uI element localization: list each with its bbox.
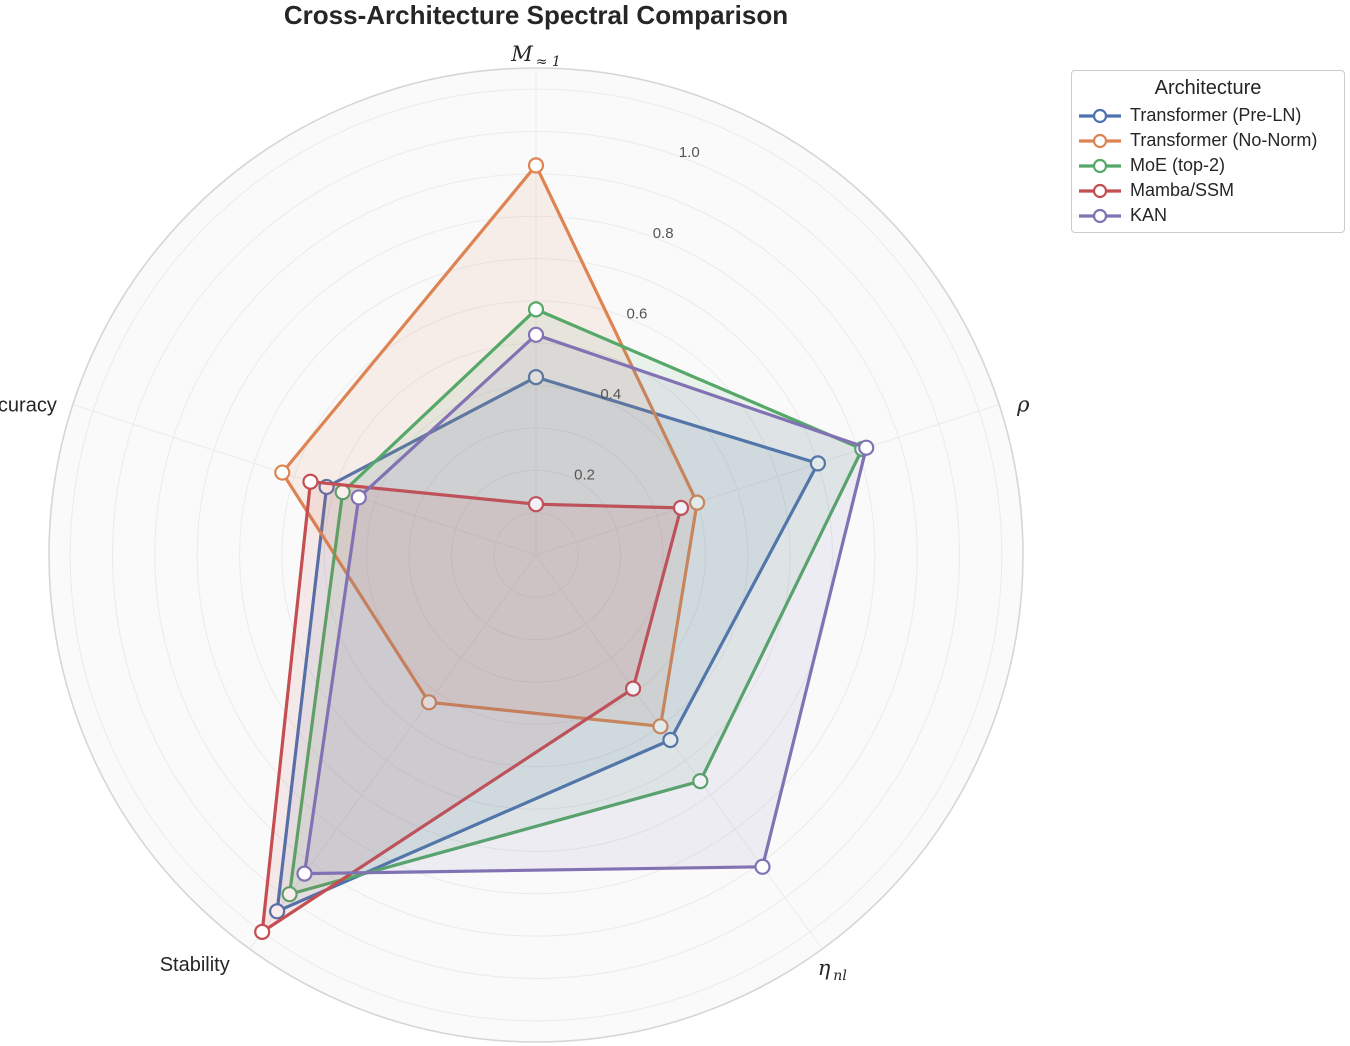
- legend-item: Transformer (Pre-LN): [1072, 103, 1344, 128]
- axis-label-main: Stability: [160, 954, 230, 976]
- series-layer: [254, 157, 875, 940]
- legend: Architecture Transformer (Pre-LN) Transfo…: [1071, 70, 1345, 233]
- series-area: [304, 334, 867, 874]
- series-4: [296, 326, 875, 882]
- series-line: [275, 375, 820, 913]
- series-point: [281, 886, 298, 903]
- series-point: [274, 464, 291, 481]
- legend-swatch: [1079, 158, 1121, 173]
- series-point: [527, 369, 545, 386]
- series-point: [754, 858, 771, 875]
- series-point: [269, 903, 286, 920]
- radial-tick-label: 1.0: [679, 144, 700, 161]
- legend-swatch: [1079, 108, 1121, 123]
- grid-spoke: [249, 554, 537, 950]
- series-point: [254, 923, 271, 940]
- grid-spoke: [535, 404, 1000, 556]
- series-line: [280, 163, 699, 728]
- legend-swatch: [1079, 208, 1121, 223]
- axis-label-main: η: [818, 956, 831, 980]
- legend-item: MoE (top-2): [1072, 153, 1344, 178]
- series-area: [282, 165, 698, 727]
- series-point: [689, 494, 706, 511]
- legend-swatch: [1079, 133, 1121, 148]
- series-point: [527, 157, 545, 174]
- legend-label: KAN: [1130, 205, 1168, 225]
- series-point: [672, 499, 690, 516]
- axis-labels: M≈ 1 ρ ηnl Stability Accuracy: [0, 42, 1030, 984]
- legend-item: Mamba/SSM: [1072, 178, 1344, 203]
- grid-spoke: [535, 554, 823, 950]
- series-point: [858, 439, 875, 456]
- axis-label-1: ρ: [1016, 393, 1030, 417]
- series-point: [692, 773, 709, 790]
- series-3: [254, 473, 690, 940]
- axis-label-main: M: [510, 42, 533, 66]
- series-point: [296, 865, 313, 882]
- legend-label: Transformer (No-Norm): [1130, 130, 1318, 150]
- chart-title: Cross-Architecture Spectral Comparison: [284, 0, 788, 30]
- series-point: [302, 473, 319, 490]
- legend-item: Transformer (No-Norm): [1072, 128, 1344, 153]
- series-area: [262, 481, 681, 932]
- series-1: [274, 157, 706, 735]
- radial-tick-labels: 0.2 0.4 0.6 0.8 1.0: [574, 144, 700, 483]
- series-point: [527, 496, 545, 513]
- series-point: [652, 718, 669, 735]
- series-line: [288, 307, 864, 896]
- series-point: [350, 489, 367, 506]
- series-point: [420, 694, 438, 711]
- axis-label-0: M ≈ 1: [510, 42, 561, 70]
- radial-tick-label: 0.4: [600, 386, 621, 403]
- axis-label-main: ρ: [1016, 393, 1030, 417]
- series-point: [527, 326, 545, 343]
- legend-label: MoE (top-2): [1130, 155, 1226, 175]
- radial-tick-label: 0.6: [627, 305, 648, 322]
- series-point: [527, 301, 545, 318]
- series-point: [624, 680, 642, 697]
- legend-label: Mamba/SSM: [1130, 180, 1235, 200]
- radial-tick-label: 0.2: [574, 466, 595, 483]
- axis-label-3: Stability: [160, 954, 230, 976]
- axis-label-4: Accuracy: [0, 395, 57, 417]
- legend-item: KAN: [1072, 203, 1344, 228]
- series-line: [302, 333, 868, 876]
- series-point: [809, 455, 827, 472]
- axis-label-main: Accuracy: [0, 395, 57, 417]
- axis-label-subscript: ≈ 1: [536, 54, 561, 70]
- radial-tick-label: 0.8: [653, 225, 674, 242]
- legend-label: Transformer (Pre-LN): [1130, 105, 1302, 125]
- axis-label-subscript: nl: [833, 968, 847, 984]
- series-line: [260, 480, 683, 934]
- legend-items: Transformer (Pre-LN) Transformer (No-Norm…: [1072, 103, 1344, 228]
- series-area: [289, 309, 863, 895]
- series-2: [281, 301, 871, 903]
- series-point: [662, 731, 679, 749]
- legend-swatch: [1079, 183, 1121, 198]
- legend-title: Architecture: [1154, 77, 1262, 99]
- axis-label-2: η nl: [818, 956, 847, 984]
